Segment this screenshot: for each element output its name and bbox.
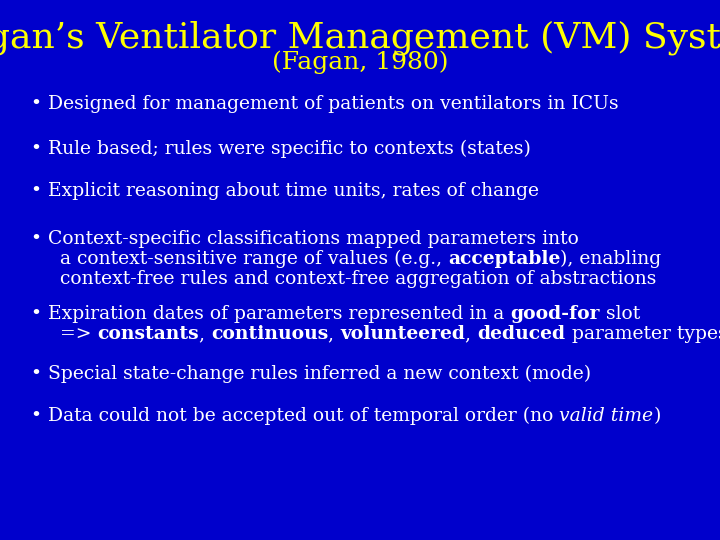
Text: slot: slot: [600, 305, 640, 323]
Text: •: •: [30, 140, 41, 158]
Text: •: •: [30, 407, 41, 425]
Text: volunteered: volunteered: [341, 325, 465, 343]
Text: •: •: [30, 305, 41, 323]
Text: ): ): [654, 407, 661, 425]
Text: =>: =>: [60, 325, 97, 343]
Text: deduced: deduced: [477, 325, 565, 343]
Text: ), enabling: ), enabling: [560, 250, 662, 268]
Text: Fagan’s Ventilator Management (VM) System: Fagan’s Ventilator Management (VM) Syste…: [0, 20, 720, 55]
Text: constants: constants: [97, 325, 199, 343]
Text: context-free rules and context-free aggregation of abstractions: context-free rules and context-free aggr…: [60, 270, 657, 288]
Text: continuous: continuous: [211, 325, 328, 343]
Text: •: •: [30, 230, 41, 248]
Text: •: •: [30, 182, 41, 200]
Text: valid time: valid time: [559, 407, 654, 425]
Text: a context-sensitive range of values (e.g.,: a context-sensitive range of values (e.g…: [60, 250, 448, 268]
Text: Data could not be accepted out of temporal order (no: Data could not be accepted out of tempor…: [48, 407, 559, 426]
Text: •: •: [30, 95, 41, 113]
Text: ,: ,: [328, 325, 341, 343]
Text: Context-specific classifications mapped parameters into: Context-specific classifications mapped …: [48, 230, 579, 248]
Text: Expiration dates of parameters represented in a: Expiration dates of parameters represent…: [48, 305, 510, 323]
Text: Designed for management of patients on ventilators in ICUs: Designed for management of patients on v…: [48, 95, 618, 113]
Text: ,: ,: [465, 325, 477, 343]
Text: Rule based; rules were specific to contexts (states): Rule based; rules were specific to conte…: [48, 140, 531, 158]
Text: good-for: good-for: [510, 305, 600, 323]
Text: Explicit reasoning about time units, rates of change: Explicit reasoning about time units, rat…: [48, 182, 539, 200]
Text: (Fagan, 1980): (Fagan, 1980): [271, 50, 449, 73]
Text: ,: ,: [199, 325, 211, 343]
Text: Special state-change rules inferred a new context (mode): Special state-change rules inferred a ne…: [48, 365, 591, 383]
Text: acceptable: acceptable: [448, 250, 560, 268]
Text: •: •: [30, 365, 41, 383]
Text: parameter types: parameter types: [565, 325, 720, 343]
